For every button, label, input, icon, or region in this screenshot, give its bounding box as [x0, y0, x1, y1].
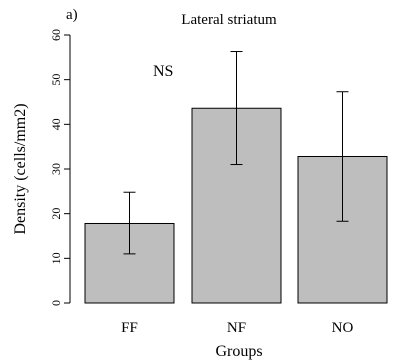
y-tick-label: 50	[49, 74, 63, 86]
x-tick-label-ff: FF	[121, 320, 138, 336]
x-tick-label-no: NO	[332, 320, 354, 336]
x-axis-label: Groups	[215, 343, 262, 360]
y-tick-label: 30	[49, 163, 63, 175]
y-tick-label: 20	[49, 208, 63, 220]
error-bars	[123, 51, 349, 255]
x-tick-label-nf: NF	[227, 320, 246, 336]
y-tick-label: 40	[49, 118, 63, 130]
y-tick-label: 0	[49, 300, 63, 306]
y-tick-label: 10	[49, 252, 63, 264]
chart-title: Lateral striatum	[181, 12, 277, 28]
x-axis-tick-labels: FF NF NO	[121, 320, 353, 336]
y-axis-label: Density (cells/mm2)	[12, 103, 29, 234]
y-axis-ticks: 0 10 20 30 40 50 60	[49, 29, 70, 306]
ns-annotation: NS	[153, 63, 173, 80]
panel-label: a)	[66, 7, 78, 23]
y-tick-label: 60	[49, 29, 63, 41]
